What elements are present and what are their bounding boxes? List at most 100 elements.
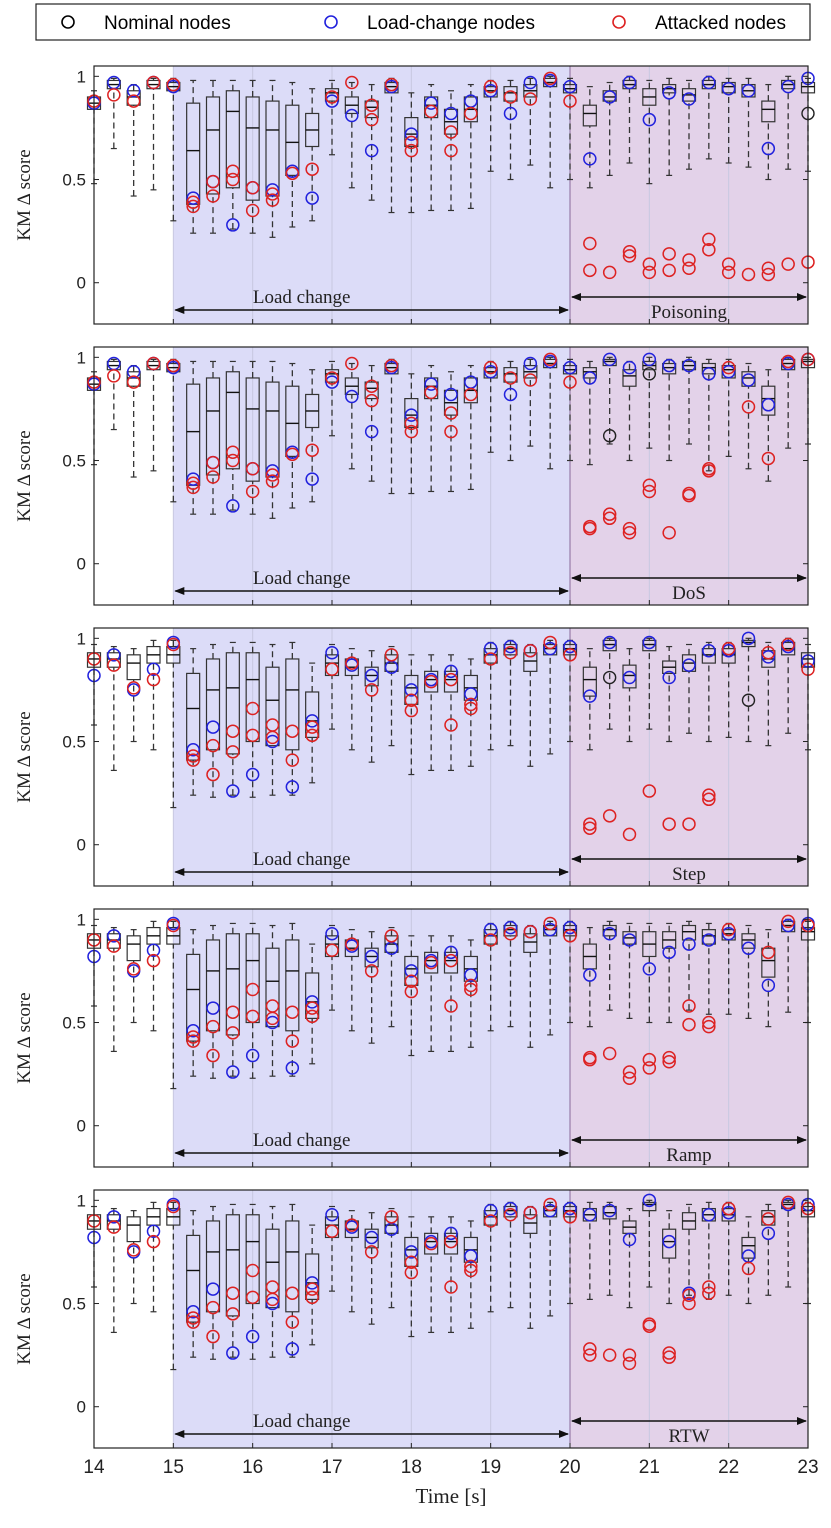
attacked-node-marker — [245, 1263, 260, 1278]
y-tick-label: 0 — [77, 836, 86, 855]
box-iqr — [681, 924, 697, 941]
load-change-node-marker — [642, 635, 657, 650]
attacked-node-marker — [325, 943, 339, 958]
load-change-label: Load change — [253, 1411, 351, 1432]
boxplot — [305, 369, 320, 503]
attacked-node-marker — [444, 1280, 458, 1294]
load-change-label: Load change — [253, 1130, 351, 1151]
load-change-node-marker — [622, 1232, 637, 1247]
box-iqr — [662, 362, 677, 375]
attacked-node-marker — [721, 257, 736, 271]
attacked-node-marker — [543, 916, 557, 931]
attacked-node-marker — [702, 1286, 716, 1300]
attacked-node-marker — [563, 648, 577, 662]
attacked-node-marker — [702, 462, 716, 476]
legend: Nominal nodes Load-change nodes Attacked n… — [35, 3, 811, 41]
load-change-node-marker — [602, 90, 617, 104]
attacked-node-marker — [464, 387, 478, 402]
attacked-node-marker — [503, 1208, 518, 1222]
load-change-node-marker — [602, 1203, 617, 1218]
attacked-node-marker — [563, 1210, 577, 1224]
attacked-node-marker — [285, 166, 300, 181]
boxplot — [642, 79, 657, 185]
load-change-node-marker — [186, 191, 200, 205]
boxplot — [443, 654, 459, 772]
attacked-node-marker — [444, 718, 458, 732]
box-iqr — [483, 929, 498, 945]
attacked-node-marker — [206, 1300, 220, 1315]
x-tick-label: 19 — [480, 1457, 501, 1478]
load-change-node-marker — [662, 358, 676, 373]
load-change-node-marker — [741, 373, 756, 387]
attacked-node-marker — [543, 71, 557, 86]
attacked-node-marker — [206, 1019, 220, 1034]
attacked-node-marker — [583, 1050, 597, 1065]
attacked-node-marker — [404, 424, 419, 439]
boxplot — [146, 77, 161, 191]
load-change-node-marker — [622, 360, 637, 375]
boxplot — [245, 360, 260, 515]
attacked-node-marker — [206, 455, 220, 470]
attacked-node-marker — [444, 424, 458, 439]
attacked-node-marker — [642, 784, 657, 798]
attacked-node-marker — [563, 375, 577, 389]
attacked-node-marker — [245, 1009, 260, 1024]
load-change-node-marker — [265, 464, 280, 478]
boxplot — [106, 645, 121, 772]
box-iqr — [503, 367, 518, 383]
attacked-node-marker — [642, 257, 657, 271]
attacked-node-marker — [265, 474, 280, 488]
attacked-node-marker — [523, 373, 538, 387]
load-change-node-marker — [523, 356, 538, 371]
attacked-node-marker — [166, 358, 181, 373]
attacked-node-marker — [146, 75, 161, 90]
load-change-node-marker — [622, 933, 637, 947]
load-change-node-marker — [702, 933, 716, 947]
load-change-node-marker — [345, 108, 359, 123]
box-iqr — [225, 1214, 240, 1317]
legend-label-3: Attacked nodes — [655, 13, 786, 34]
load-change-node-marker — [781, 918, 795, 933]
load-change-node-marker — [761, 650, 776, 664]
box-iqr — [443, 1232, 459, 1255]
load-change-node-marker — [285, 1061, 300, 1075]
attacked-node-marker — [721, 1201, 736, 1216]
boxplot — [305, 88, 320, 222]
box-iqr — [483, 648, 498, 664]
attacked-node-marker — [721, 641, 736, 656]
attacked-node-marker — [265, 718, 280, 732]
attacked-node-marker — [285, 1005, 300, 1019]
load-change-node-marker — [444, 664, 458, 679]
x-tick-label: 23 — [797, 1457, 818, 1478]
boxplot — [582, 648, 597, 751]
attacked-node-marker — [305, 162, 319, 176]
y-axis-label: KM Δ score — [14, 1273, 35, 1364]
boxplot — [305, 943, 320, 1065]
boxplot — [166, 639, 181, 809]
attack-label: Poisoning — [651, 302, 728, 323]
y-tick-label: 0 — [77, 274, 86, 293]
box-iqr — [305, 1253, 320, 1300]
load-change-node-marker — [721, 927, 736, 941]
attacked-node-marker — [186, 195, 200, 209]
attacked-node-marker — [384, 77, 399, 92]
box-iqr — [503, 643, 518, 656]
box-iqr — [443, 951, 459, 974]
attacked-node-marker — [364, 379, 379, 393]
attacked-node-marker — [464, 1259, 478, 1274]
axes-frame — [93, 627, 809, 887]
load-change-node-marker — [206, 1001, 220, 1015]
attacked-node-marker — [444, 953, 458, 968]
load-change-node-marker — [761, 1226, 776, 1241]
attacked-node-marker — [682, 486, 696, 501]
attacked-node-marker — [464, 701, 478, 716]
attacked-node-marker — [781, 637, 795, 652]
load-change-node-marker — [404, 964, 419, 978]
box-iqr — [582, 104, 597, 127]
load-change-node-marker — [583, 371, 597, 385]
load-change-node-marker — [761, 141, 776, 156]
x-tick-label: 15 — [163, 1457, 184, 1478]
box-iqr — [562, 924, 578, 937]
attacked-node-marker — [226, 453, 240, 468]
panel-3: Load change Step 0 0.5 1 KM Δ score — [14, 627, 816, 887]
